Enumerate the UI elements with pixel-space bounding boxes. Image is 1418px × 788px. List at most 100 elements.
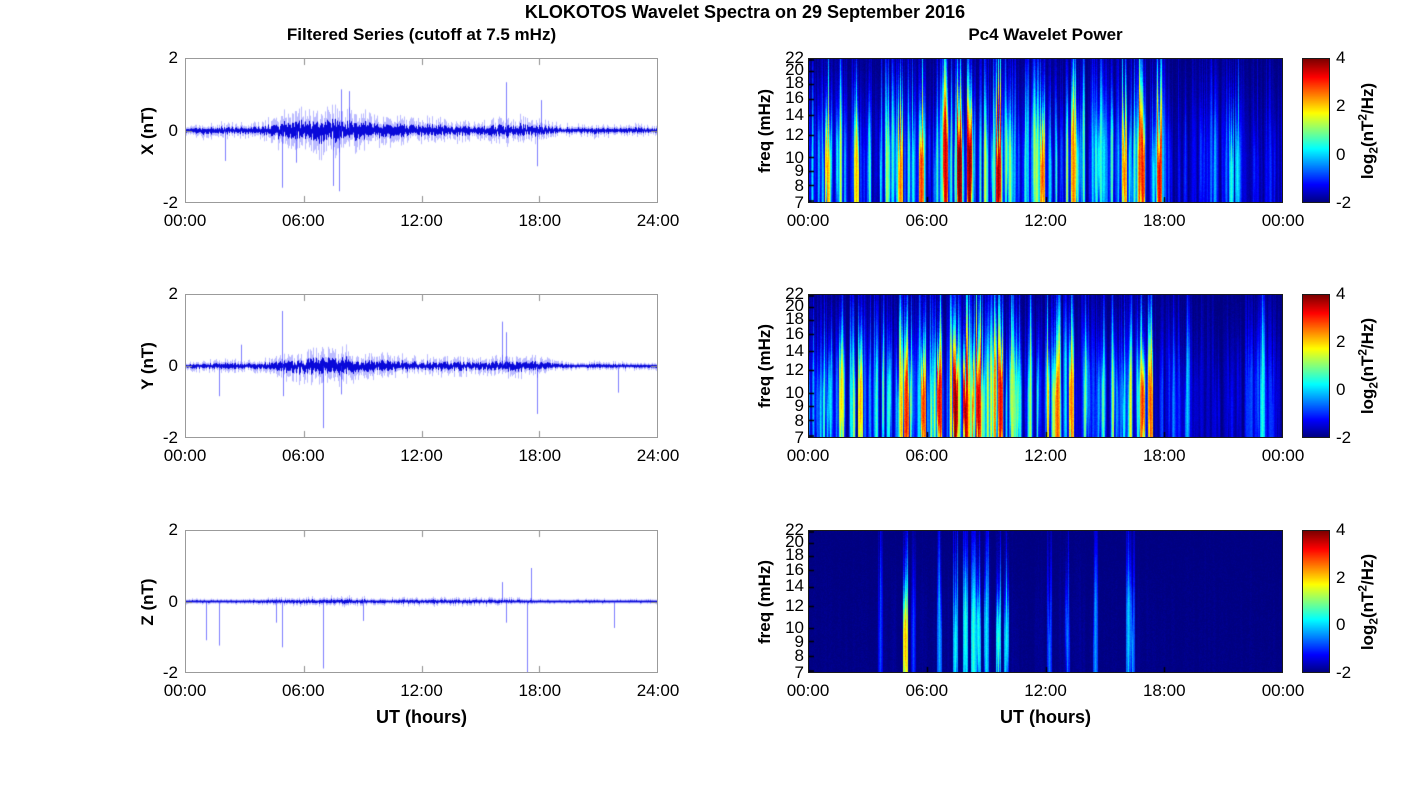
- x-tick-label: 00:00: [786, 681, 830, 700]
- x-tick-label: 12:00: [1024, 211, 1067, 230]
- x-tick-label: 12:00: [1024, 446, 1067, 465]
- freq-tick-label: 20: [785, 60, 804, 80]
- colorbar-tick-label: 2: [1336, 331, 1346, 351]
- colorbar-z: log2(nT2/Hz) 4 2 0 -2: [1302, 520, 1381, 682]
- z-wavelet-spectrogram-canvas: [808, 530, 1283, 673]
- freq-tick-label: 9: [794, 631, 804, 651]
- freq-tick-label: 9: [794, 161, 804, 181]
- x-tick-label: 00:00: [1261, 211, 1305, 230]
- freq-tick-label: 16: [785, 88, 804, 108]
- y-series-panel: Y (nT) 00:00 06:00 12:00 18:00 24:00 2 0 -2: [138, 284, 679, 465]
- x-tick-label: 06:00: [905, 681, 949, 700]
- x-series-panel: Filtered Series (cutoff at 7.5 mHz) X (n…: [138, 25, 679, 230]
- x-tick-label: 00:00: [786, 446, 830, 465]
- figure-title: KLOKOTOS Wavelet Spectra on 29 September…: [524, 2, 966, 22]
- z-series-plot-canvas: [185, 530, 658, 673]
- colorbar-label: log2(nT2/Hz): [1355, 553, 1381, 650]
- y-axis-label: Z (nT): [138, 577, 157, 626]
- x-tick-label: 06:00: [281, 211, 325, 230]
- x-tick-label: 18:00: [1142, 446, 1186, 465]
- x-tick-label: 00:00: [786, 211, 830, 230]
- x-tick-label: 12:00: [400, 211, 443, 230]
- colorbar-tick-label: 0: [1336, 144, 1346, 164]
- x-tick-label: 18:00: [518, 681, 562, 700]
- freq-tick-label: 8: [794, 411, 804, 431]
- freq-tick-label: 18: [785, 309, 804, 329]
- x-wavelet-panel: Pc4 Wavelet Power freq (mHz) 00:00 06:00 1…: [755, 25, 1304, 230]
- y-tick-label: 2: [168, 284, 178, 303]
- y-axis-label: X (nT): [138, 106, 157, 155]
- x-tick-label: 06:00: [905, 211, 949, 230]
- colorbar-tick-label: -2: [1336, 663, 1352, 682]
- x-tick-label: 06:00: [281, 681, 325, 700]
- freq-tick-label: 20: [785, 531, 804, 551]
- freq-tick-label: 10: [785, 147, 804, 167]
- x-tick-label: 06:00: [281, 446, 325, 465]
- freq-tick-label: 12: [785, 124, 804, 144]
- freq-axis-label: freq (mHz): [755, 323, 774, 409]
- y-tick-label: 0: [168, 356, 178, 375]
- freq-tick-label: 7: [794, 428, 804, 447]
- freq-tick-label: 22: [785, 520, 804, 539]
- freq-axis-label: freq (mHz): [755, 88, 774, 173]
- freq-tick-label: 14: [785, 105, 804, 125]
- y-tick-label: -2: [162, 428, 178, 447]
- y-tick-label: 0: [168, 591, 178, 611]
- freq-tick-label: 7: [794, 663, 804, 682]
- x-tick-label: 18:00: [1142, 681, 1186, 700]
- x-tick-label: 06:00: [905, 446, 949, 465]
- freq-tick-label: 10: [785, 383, 804, 403]
- x-tick-label: 12:00: [400, 446, 443, 465]
- colorbar-tick-label: 2: [1336, 567, 1346, 587]
- freq-tick-label: 14: [785, 576, 804, 596]
- freq-tick-label: 9: [794, 396, 804, 416]
- colorbar-label: log2(nT2/Hz): [1355, 317, 1381, 415]
- freq-tick-label: 18: [785, 545, 804, 565]
- freq-axis-label: freq (mHz): [755, 559, 774, 644]
- x-axis-label: UT (hours): [1000, 707, 1091, 727]
- colorbar-y: log2(nT2/Hz) 4 2 0 -2: [1302, 284, 1381, 447]
- colorbar-canvas: [1302, 294, 1330, 438]
- y-tick-label: 2: [168, 520, 178, 539]
- freq-tick-label: 22: [785, 284, 804, 303]
- freq-tick-label: 16: [785, 559, 804, 579]
- x-tick-label: 00:00: [1261, 446, 1305, 465]
- x-tick-label: 00:00: [163, 211, 207, 230]
- x-tick-label: 24:00: [636, 446, 680, 465]
- y-wavelet-panel: freq (mHz) 00:00 06:00 12:00 18:00 00:00 22 20…: [755, 284, 1304, 465]
- x-tick-label: 18:00: [518, 446, 562, 465]
- y-wavelet-spectrogram-canvas: [808, 294, 1283, 438]
- freq-tick-label: 22: [785, 48, 804, 67]
- x-tick-label: 00:00: [163, 681, 207, 700]
- colorbar-tick-label: 4: [1336, 284, 1346, 303]
- colorbar-canvas: [1302, 530, 1330, 673]
- y-tick-label: -2: [162, 663, 178, 682]
- colorbar-tick-label: -2: [1336, 428, 1352, 447]
- freq-tick-label: 10: [785, 618, 804, 638]
- colorbar-tick-label: -2: [1336, 193, 1352, 212]
- colorbar-canvas: [1302, 58, 1330, 203]
- x-tick-label: 18:00: [518, 211, 562, 230]
- freq-tick-label: 14: [785, 340, 804, 360]
- x-tick-label: 18:00: [1142, 211, 1186, 230]
- left-column-title: Filtered Series (cutoff at 7.5 mHz): [286, 25, 557, 44]
- freq-tick-label: 20: [785, 295, 804, 315]
- freq-tick-label: 8: [794, 176, 804, 196]
- x-tick-label: 12:00: [1024, 681, 1067, 700]
- x-tick-label: 24:00: [636, 681, 680, 700]
- colorbar-tick-label: 0: [1336, 615, 1346, 635]
- y-tick-label: 0: [168, 120, 178, 140]
- colorbar-label: log2(nT2/Hz): [1355, 82, 1381, 179]
- x-tick-label: 12:00: [400, 681, 443, 700]
- x-tick-label: 00:00: [163, 446, 207, 465]
- y-tick-label: -2: [162, 193, 178, 212]
- x-series-plot-canvas: [185, 58, 658, 203]
- y-series-plot-canvas: [185, 294, 658, 438]
- y-tick-label: 2: [168, 48, 178, 67]
- freq-tick-label: 8: [794, 646, 804, 666]
- y-axis-label: Y (nT): [138, 342, 157, 390]
- freq-tick-label: 18: [785, 73, 804, 93]
- freq-tick-label: 7: [794, 193, 804, 212]
- right-column-title: Pc4 Wavelet Power: [968, 25, 1123, 44]
